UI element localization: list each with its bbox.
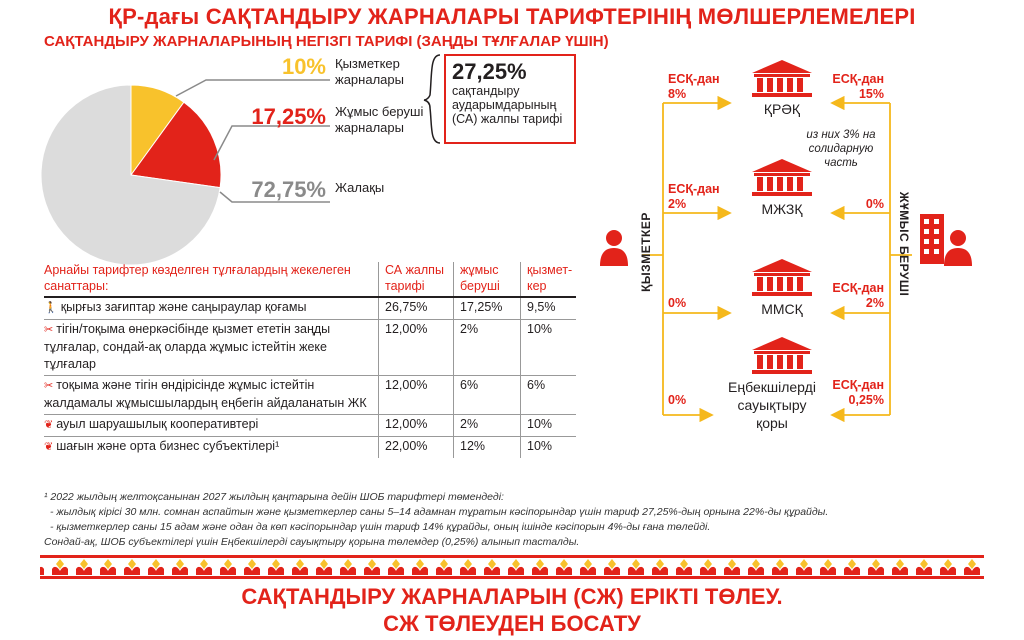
employee-pct: 10% <box>281 54 326 79</box>
col-header-employer: жұмыс беруші <box>453 262 521 298</box>
page-subtitle: САҚТАНДЫРУ ЖАРНАЛАРЫНЫҢ НЕГІЗГІ ТАРИФІ (… <box>44 33 609 50</box>
building-icon <box>752 259 812 296</box>
fund4-right-label: ЕСҚ-дан 0,25% <box>832 378 884 407</box>
fund3-right-label: ЕСҚ-дан 2% <box>832 281 884 310</box>
col-header-employee: қызмет-кер <box>520 262 577 298</box>
fund-name-mzhzq: МЖЗҚ <box>761 201 803 217</box>
employer-pct: 17,25% <box>251 104 326 129</box>
total-tariff-box: 27,25% сақтандыру аударымдарының (СА) жа… <box>444 54 576 144</box>
employer-desc: Жұмыс беруші жарналары <box>335 104 424 135</box>
fund1-right-label: ЕСҚ-дан 15% <box>832 72 884 101</box>
table-row: ❦ шағын және орта бизнес субъектілері¹ 22… <box>44 436 577 458</box>
solidarity-note: из них 3% на солидарную часть <box>806 129 876 169</box>
col-header-total: СА жалпы тарифі <box>378 262 454 298</box>
salary-pct: 72,75% <box>251 177 326 202</box>
page-title: ҚР-дағы САҚТАНДЫРУ ЖАРНАЛАРЫ ТАРИФТЕРІНІ… <box>108 4 916 29</box>
leaf-icon: ❦ <box>44 441 54 453</box>
employee-person-icon <box>600 230 628 266</box>
table-row: ✂ тоқыма және тігін өндірісінде жұмыс іст… <box>44 375 577 415</box>
employee-desc: Қызметкер жарналары <box>335 56 404 87</box>
col-header-category: Арнайы тарифтер көзделген тұлғалардың же… <box>44 262 379 298</box>
fund2-left-label: ЕСҚ-дан 2% <box>668 182 720 211</box>
building-icon <box>752 337 812 374</box>
person-icon: 🚶 <box>44 302 58 314</box>
fund3-left-label: 0% <box>668 296 687 310</box>
bottom-title-line2: СЖ ТӨЛЕУДЕН БОСАТУ <box>383 611 641 636</box>
employer-office-icon <box>920 214 972 266</box>
leaf-icon: ❦ <box>44 419 54 431</box>
ornament-band <box>40 555 984 579</box>
fund2-right-label: 0% <box>865 197 884 211</box>
employee-label: ҚЫЗМЕТКЕР <box>639 212 653 292</box>
salary-desc: Жалақы <box>335 180 385 195</box>
special-tariffs-table: Арнайы тарифтер көзделген тұлғалардың же… <box>44 262 577 458</box>
pie-slice-1 <box>130 101 222 189</box>
employer-label: ЖҰМЫС БЕРУШІ <box>897 191 911 297</box>
pie-slice-2 <box>40 84 221 266</box>
bottom-title-line1: САҚТАНДЫРУ ЖАРНАЛАРЫН (СЖ) ЕРІКТІ ТӨЛЕУ. <box>241 584 783 609</box>
building-icon <box>752 159 812 196</box>
table-row: ✂ тігін/тоқыма өнеркәсібінде қызмет ететі… <box>44 319 577 376</box>
fund-name-health: Еңбекшілерді сауықтыру қоры <box>728 379 816 431</box>
fund4-left-label: 0% <box>668 393 687 407</box>
building-icon <box>752 60 812 97</box>
fund-name-kraq: ҚРӘҚ <box>763 101 801 117</box>
table-row: 🚶 қырғыз зағиптар және саңыраулар қоғамы … <box>44 296 577 320</box>
footnote: ¹ 2022 жылдың желтоқсанынан 2027 жылдың … <box>44 491 829 548</box>
scissors-icon: ✂ <box>44 380 54 392</box>
scissors-icon: ✂ <box>44 324 54 336</box>
table-row: ❦ ауыл шаруашылық кооперативтері 12,00% 2… <box>44 414 577 437</box>
fund-name-mmsq: ММСҚ <box>761 301 803 317</box>
fund1-left-label: ЕСҚ-дан 8% <box>668 72 720 101</box>
pie-chart <box>40 84 222 266</box>
